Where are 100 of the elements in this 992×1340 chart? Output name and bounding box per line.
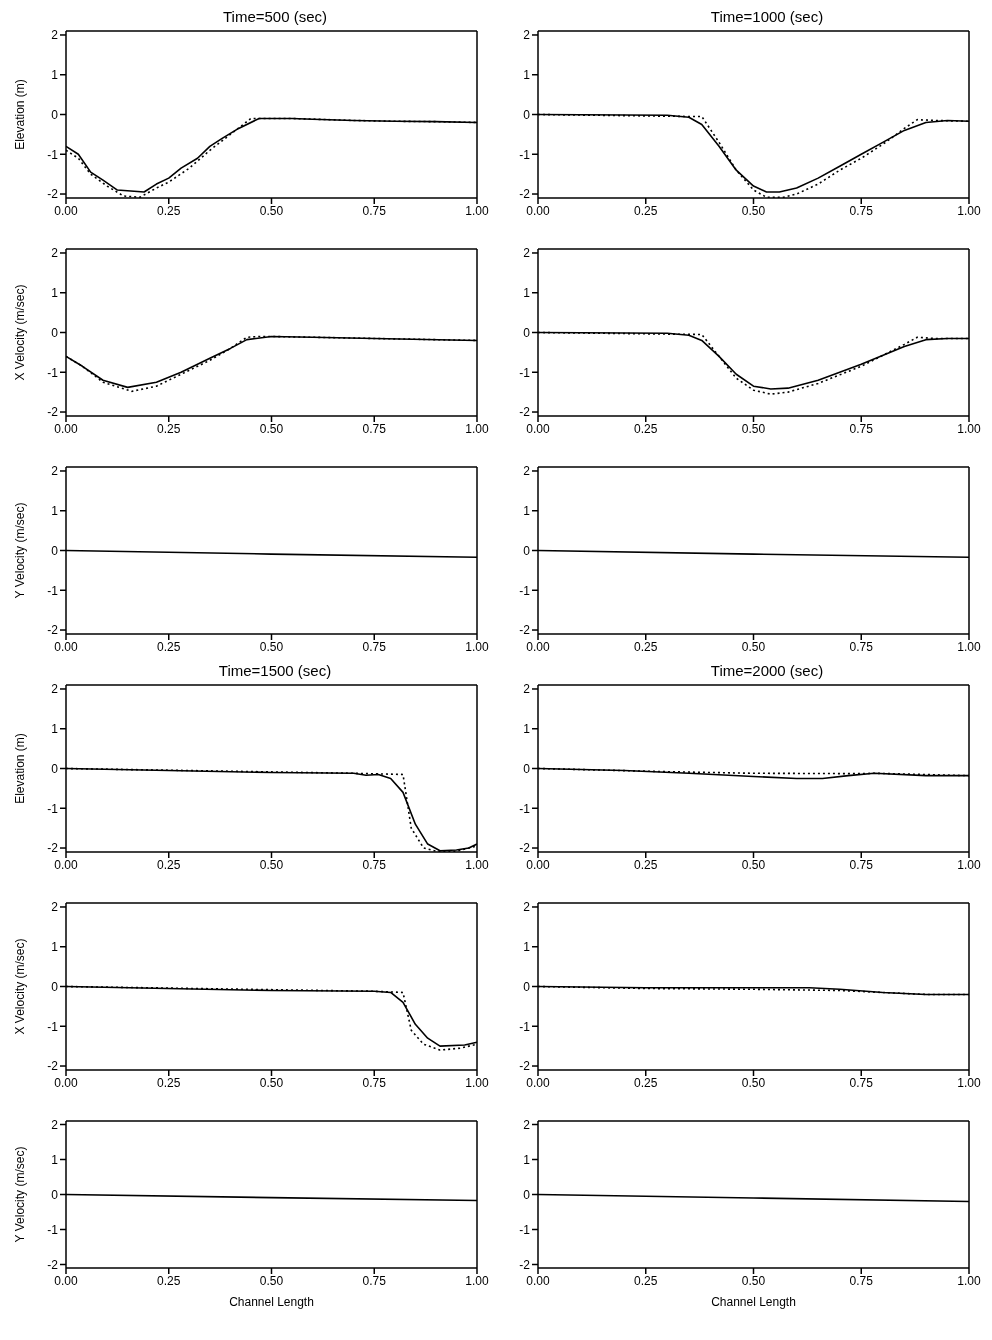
x-tick-label: 0.00 bbox=[54, 1075, 78, 1090]
x-tick-label: 0.00 bbox=[54, 1273, 78, 1288]
y-tick-label: 0 bbox=[523, 325, 531, 340]
y-tick-label: -2 bbox=[47, 623, 59, 638]
chart-title: Time=2000 (sec) bbox=[709, 662, 825, 679]
x-tick-label: 1.00 bbox=[465, 421, 489, 436]
y-tick-label: 1 bbox=[51, 68, 59, 82]
y-tick-label: 2 bbox=[51, 682, 59, 697]
y-tick-label: -2 bbox=[47, 841, 59, 856]
y-tick-label: -1 bbox=[519, 1222, 531, 1237]
y-tick-label: 2 bbox=[51, 1117, 59, 1132]
y-tick-label: 0 bbox=[523, 979, 531, 994]
x-tick-label: 0.50 bbox=[259, 203, 284, 218]
x-tick-label: 0.75 bbox=[362, 203, 387, 218]
y-tick-label: 0 bbox=[523, 543, 531, 558]
x-tick-label: 0.50 bbox=[259, 639, 284, 654]
x-axis-title: Channel Length bbox=[711, 1295, 796, 1309]
y-axis-title: X Velocity (m/sec) bbox=[13, 938, 28, 1035]
y-tick-label: -1 bbox=[47, 365, 59, 380]
x-tick-label: 0.25 bbox=[157, 639, 181, 654]
y-tick-label: 1 bbox=[523, 286, 531, 300]
y-tick-label: -2 bbox=[519, 405, 531, 420]
x-tick-label: 0.25 bbox=[634, 857, 658, 872]
chart-title: Time=500 (sec) bbox=[221, 8, 329, 25]
x-tick-label: 1.00 bbox=[957, 1273, 981, 1288]
x-tick-label: 0.50 bbox=[741, 1273, 766, 1288]
chart-title: Time=1500 (sec) bbox=[217, 662, 333, 679]
x-tick-label: 0.25 bbox=[634, 639, 658, 654]
y-tick-label: -1 bbox=[519, 1019, 531, 1034]
y-tick-label: -1 bbox=[519, 365, 531, 380]
x-tick-label: 0.75 bbox=[849, 639, 874, 654]
y-tick-label: -1 bbox=[519, 147, 531, 162]
y-tick-label: -1 bbox=[47, 801, 59, 816]
x-tick-label: 1.00 bbox=[465, 857, 489, 872]
y-tick-label: -2 bbox=[519, 1059, 531, 1074]
x-tick-label: 0.00 bbox=[54, 203, 78, 218]
x-tick-label: 0.75 bbox=[849, 857, 874, 872]
x-tick-label: 1.00 bbox=[465, 203, 489, 218]
y-tick-label: 1 bbox=[523, 940, 531, 954]
y-axis-title: Y Velocity (m/sec) bbox=[13, 502, 28, 599]
x-tick-label: 0.00 bbox=[54, 421, 78, 436]
x-tick-label: 0.75 bbox=[362, 1075, 387, 1090]
y-tick-label: 2 bbox=[523, 682, 531, 697]
y-tick-label: 1 bbox=[51, 286, 59, 300]
y-tick-label: 2 bbox=[51, 246, 59, 261]
y-axis-title: X Velocity (m/sec) bbox=[13, 284, 28, 381]
y-tick-label: 0 bbox=[51, 107, 59, 122]
y-tick-label: 0 bbox=[523, 107, 531, 122]
y-tick-label: 2 bbox=[51, 28, 59, 43]
y-tick-label: -2 bbox=[47, 1257, 59, 1272]
x-tick-label: 0.00 bbox=[526, 1075, 550, 1090]
y-tick-label: 0 bbox=[51, 325, 59, 340]
y-tick-label: 1 bbox=[51, 722, 59, 736]
x-tick-label: 0.00 bbox=[54, 639, 78, 654]
x-tick-label: 0.75 bbox=[849, 203, 874, 218]
y-tick-label: -1 bbox=[47, 583, 59, 598]
x-tick-label: 1.00 bbox=[465, 1075, 489, 1090]
x-tick-label: 0.50 bbox=[741, 1075, 766, 1090]
x-tick-label: 0.75 bbox=[362, 639, 387, 654]
y-tick-label: 0 bbox=[51, 1187, 59, 1202]
y-tick-label: 1 bbox=[523, 504, 531, 518]
y-tick-label: 0 bbox=[51, 979, 59, 994]
y-tick-label: -2 bbox=[47, 1059, 59, 1074]
y-tick-label: 1 bbox=[51, 1152, 59, 1167]
y-tick-label: 2 bbox=[51, 900, 59, 915]
x-tick-label: 0.50 bbox=[741, 421, 766, 436]
y-tick-label: 0 bbox=[523, 761, 531, 776]
x-tick-label: 1.00 bbox=[957, 639, 981, 654]
x-tick-label: 0.50 bbox=[259, 421, 284, 436]
y-tick-label: -1 bbox=[519, 801, 531, 816]
y-tick-label: 2 bbox=[523, 900, 531, 915]
y-tick-label: 0 bbox=[51, 543, 59, 558]
x-tick-label: 0.50 bbox=[259, 857, 284, 872]
y-tick-label: -2 bbox=[519, 841, 531, 856]
y-tick-label: -1 bbox=[47, 147, 59, 162]
y-axis-title: Elevation (m) bbox=[13, 733, 28, 804]
x-tick-label: 0.25 bbox=[157, 1075, 181, 1090]
x-tick-label: 0.00 bbox=[54, 857, 78, 872]
x-tick-label: 1.00 bbox=[957, 203, 981, 218]
x-tick-label: 0.50 bbox=[741, 639, 766, 654]
x-tick-label: 0.50 bbox=[741, 203, 766, 218]
x-tick-label: 0.00 bbox=[526, 203, 550, 218]
x-tick-label: 0.25 bbox=[157, 203, 181, 218]
x-tick-label: 0.00 bbox=[526, 639, 550, 654]
y-tick-label: -2 bbox=[519, 1257, 531, 1272]
x-tick-label: 1.00 bbox=[465, 1273, 489, 1288]
y-tick-label: -1 bbox=[519, 583, 531, 598]
y-tick-label: -2 bbox=[47, 405, 59, 420]
y-axis-title: Y Velocity (m/sec) bbox=[13, 1146, 28, 1243]
y-tick-label: -1 bbox=[47, 1222, 59, 1237]
x-axis-title: Channel Length bbox=[229, 1295, 314, 1309]
x-tick-label: 1.00 bbox=[465, 639, 489, 654]
y-tick-label: 1 bbox=[51, 940, 59, 954]
x-tick-label: 0.25 bbox=[157, 857, 181, 872]
y-tick-label: 2 bbox=[51, 464, 59, 479]
x-tick-label: 0.75 bbox=[849, 421, 874, 436]
y-tick-label: 1 bbox=[523, 68, 531, 82]
x-tick-label: 0.75 bbox=[362, 1273, 387, 1288]
y-tick-label: 2 bbox=[523, 464, 531, 479]
x-tick-label: 0.75 bbox=[849, 1075, 874, 1090]
